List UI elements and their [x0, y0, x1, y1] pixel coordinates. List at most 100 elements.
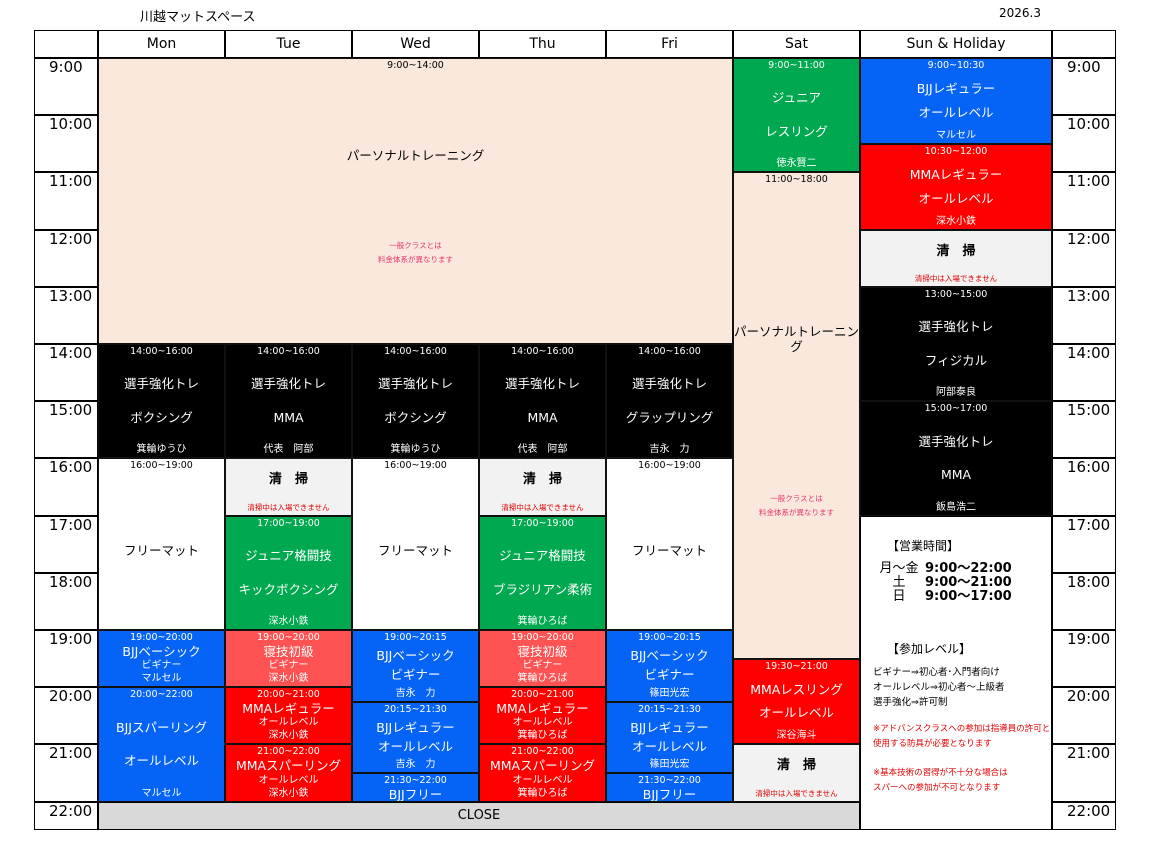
class-title: 清 掃 — [936, 243, 976, 259]
class-title: 清 掃 — [268, 472, 308, 488]
class-body: 清 掃 — [480, 459, 605, 500]
note-line: スパーへの参加が不可となります — [873, 783, 1001, 793]
class-block: 16:00~19:00 フリーマット — [352, 458, 479, 630]
class-subtitle: ビギナー — [141, 660, 182, 672]
class-body: 寝技初級 ビギナー — [226, 644, 351, 672]
instructor-name: 徳永賢二 — [776, 158, 817, 170]
class-time: 20:15~21:30 — [638, 703, 701, 715]
instructor-name: 飯島浩二 — [936, 501, 976, 513]
class-time: 19:00~20:00 — [511, 632, 574, 643]
class-block: 21:00~22:00 MMAスパーリング オールレベル 箕輪ひろば — [479, 744, 606, 802]
class-time: 9:00~10:30 — [927, 60, 985, 71]
class-title: MMAレギュラー — [909, 166, 1003, 182]
business-hours: 月～金 9:00～22:00 土 9:00～21:00 日 9:00～17:00 — [873, 562, 1051, 604]
time-label-left: 12:00 — [34, 229, 98, 287]
instructor-name: 吉永 力 — [649, 444, 690, 456]
class-subtitle: オールレベル — [758, 705, 834, 721]
class-subtitle: ボクシング — [384, 409, 447, 425]
class-note-line: 料金体系が異なります — [759, 507, 834, 517]
class-body: BJJベーシック ビギナー — [607, 644, 732, 687]
instructor-name: 代表 阿部 — [263, 444, 314, 456]
sparring-note: ※基本技術の習得が不十分な場合は スパーへの参加が不可となります — [873, 766, 1051, 796]
class-time: 21:30~22:00 — [638, 775, 701, 786]
class-title: 選手強化トレ — [918, 433, 994, 449]
class-time: 21:00~22:00 — [511, 746, 574, 758]
class-block: 10:30~12:00 MMAレギュラー オールレベル 深水小鉄 — [860, 143, 1052, 230]
class-title: パーソナルトレーニング — [346, 148, 485, 163]
info-box: 【営業時間】 月～金 9:00～22:00 土 9:00～21:00 日 9:00～1… — [860, 516, 1052, 830]
class-body: フリーマット — [353, 472, 478, 629]
class-block: 20:15~21:30 BJJレギュラー オールレベル 篠田光宏 — [606, 701, 733, 773]
class-block: 14:00~16:00 選手強化トレ MMA 代表 阿部 — [479, 344, 606, 459]
hours-day: 月～金 — [879, 561, 919, 576]
time-label-right: 19:00 — [1052, 630, 1116, 688]
class-subtitle: キックボクシング — [238, 581, 339, 597]
instructor-name: マルセル — [936, 129, 976, 141]
instructor-name: 箕輪ゆうひ — [136, 444, 187, 456]
day-header-0: Mon — [98, 30, 225, 58]
time-label-right: 11:00 — [1052, 172, 1116, 230]
levels-heading: 【参加レベル】 — [887, 642, 972, 656]
class-time: 9:00~11:00 — [768, 60, 825, 71]
note-line: 使用する防具が必要となります — [873, 739, 992, 749]
class-time: 19:00~20:00 — [130, 632, 193, 643]
time-label-left: 18:00 — [34, 572, 98, 630]
class-title: MMAレギュラー — [496, 701, 589, 717]
class-title: 清 掃 — [776, 758, 816, 774]
class-title: MMAスパーリング — [489, 758, 596, 774]
class-subtitle: グラップリング — [625, 409, 714, 425]
class-title: フリーマット — [631, 543, 707, 559]
class-block: 19:30~21:00 MMAレスリング オールレベル 深谷海斗 — [733, 658, 860, 745]
day-header-3: Thu — [479, 30, 606, 58]
class-subtitle: MMA — [273, 409, 304, 425]
close-row: CLOSE — [98, 802, 860, 830]
class-body: MMAレギュラー オールレベル — [226, 701, 351, 729]
class-title: フリーマット — [377, 543, 453, 559]
time-label-left: 10:00 — [34, 115, 98, 173]
class-note: 一般クラスとは 料金体系が異なります — [99, 239, 732, 267]
hours-range: 9:00～22:00 — [925, 561, 1012, 576]
class-body: 清 掃 — [861, 231, 1051, 272]
class-time: 14:00~16:00 — [257, 346, 320, 357]
cleaning-note: 清掃中は入場できません — [755, 788, 838, 798]
class-subtitle: オールレベル — [631, 738, 707, 754]
class-time: 20:00~22:00 — [130, 689, 193, 701]
time-label-right: 13:00 — [1052, 286, 1116, 344]
class-title: ジュニア格闘技 — [245, 548, 332, 564]
class-body: MMAスパーリング オールレベル — [226, 758, 351, 786]
time-label-right: 17:00 — [1052, 515, 1116, 573]
time-label-left: 14:00 — [34, 344, 98, 402]
day-header-1: Tue — [225, 30, 352, 58]
class-note: 一般クラスとは 料金体系が異なります — [734, 492, 859, 520]
class-block: 14:00~16:00 選手強化トレ ボクシング 箕輪ゆうひ — [98, 344, 225, 459]
class-body: 選手強化トレ MMA — [226, 358, 351, 443]
schedule-month: 2026.3 — [999, 6, 1041, 20]
class-block: 19:00~20:00 寝技初級 ビギナー 深水小鉄 — [225, 630, 352, 688]
class-subtitle: オールレベル — [918, 190, 994, 206]
class-block: 13:00~15:00 選手強化トレ フィジカル 阿部泰良 — [860, 286, 1052, 402]
class-title: ジュニア格闘技 — [499, 548, 586, 564]
class-time: 17:00~19:00 — [257, 517, 320, 529]
class-block: 19:00~20:00 BJJベーシック ビギナー マルセル — [98, 630, 225, 688]
time-label-left: 22:00 — [34, 801, 98, 830]
class-block: 17:00~19:00 ジュニア格闘技 ブラジリアン柔術 箕輪ひろば — [479, 515, 606, 630]
class-body: BJJフリー — [607, 787, 732, 801]
class-block: 9:00~14:00 パーソナルトレーニング 一般クラスとは 料金体系が異なります — [98, 58, 733, 344]
note-line: ※基本技術の習得が不十分な場合は — [873, 768, 1008, 778]
instructor-name: 箕輪ひろば — [517, 615, 568, 627]
class-title: MMAレギュラー — [242, 701, 335, 717]
class-time: 16:00~19:00 — [384, 460, 447, 472]
class-title: MMAスパーリング — [235, 758, 342, 774]
time-label-left: 21:00 — [34, 744, 98, 802]
class-body: ジュニア レスリング — [734, 72, 859, 157]
class-body: フリーマット — [607, 472, 732, 629]
class-subtitle: ブラジリアン柔術 — [492, 581, 593, 597]
class-title: BJJフリー — [388, 787, 443, 802]
class-subtitle: ビギナー — [390, 667, 441, 683]
time-label-left: 17:00 — [34, 515, 98, 573]
class-subtitle: オールレベル — [123, 753, 199, 769]
class-block: 清 掃清掃中は入場できません — [733, 744, 860, 802]
class-block: 21:30~22:00 BJJフリー — [352, 773, 479, 802]
class-title: 選手強化トレ — [377, 376, 453, 392]
levels-list: ビギナー⇒初心者･入門者向け オールレベル⇒初心者～上級者 選手強化⇒許可制 — [873, 665, 1051, 710]
